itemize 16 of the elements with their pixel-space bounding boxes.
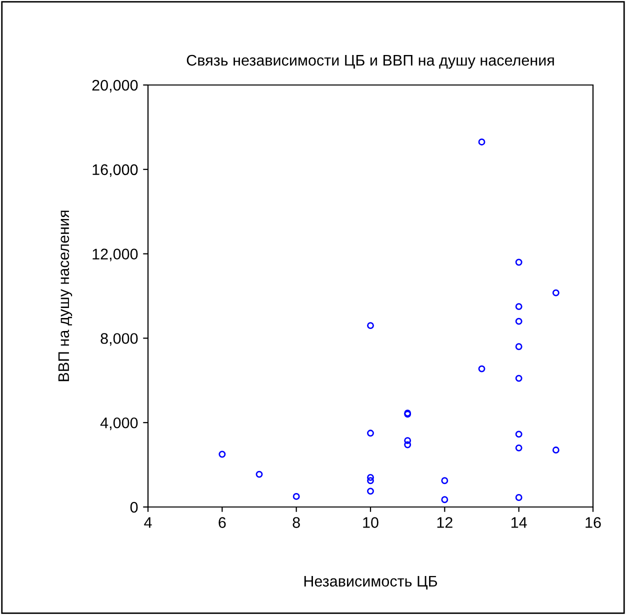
y-tick-label: 16,000 <box>92 164 138 177</box>
x-tick-label: 12 <box>437 517 452 528</box>
y-tick-label: 20,000 <box>92 80 138 92</box>
y-tick-label: 4,000 <box>100 417 138 430</box>
x-tick-label: 8 <box>292 517 300 528</box>
chart-title: Связь независимости ЦБ и ВВП на душу населения <box>186 54 554 69</box>
x-tick-label: 10 <box>363 517 378 528</box>
y-axis-title: ВВП на душу населения <box>58 210 72 382</box>
x-tick-label: 14 <box>512 517 527 528</box>
y-tick-label: 12,000 <box>92 248 138 262</box>
y-tick-label: 8,000 <box>100 333 138 346</box>
x-axis-title: Независимость ЦБ <box>304 576 438 590</box>
x-tick-label: 16 <box>586 517 601 528</box>
x-tick-label: 6 <box>218 517 226 528</box>
y-tick-label: 0 <box>130 502 138 513</box>
x-tick-label: 4 <box>144 517 152 528</box>
